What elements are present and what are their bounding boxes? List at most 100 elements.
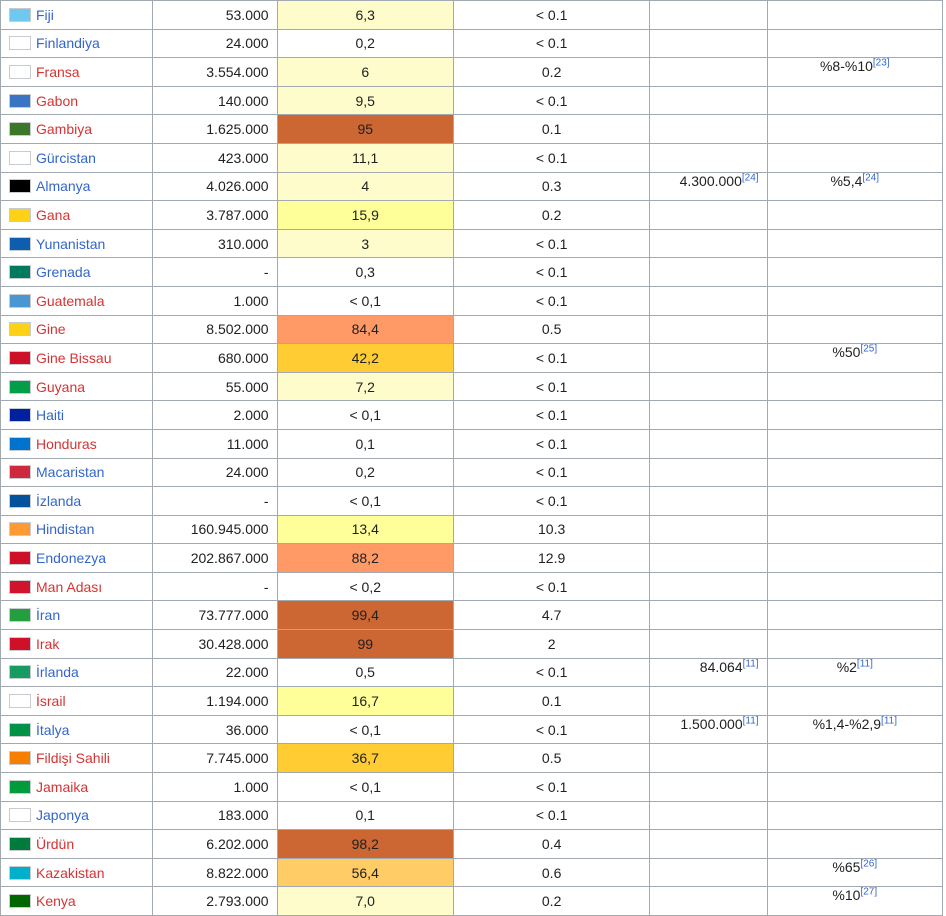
country-link[interactable]: Hindistan <box>36 521 95 538</box>
table-row: Gambiya 1.625.000 95 0.1 <box>0 114 944 144</box>
estimate-cell <box>649 629 768 659</box>
table-row: Gine Bissau 680.000 42,2 < 0.1 %50[25] <box>0 343 944 373</box>
world-share-cell: < 0.1 <box>452 714 651 745</box>
reference-link[interactable]: [25] <box>860 343 878 355</box>
country-link[interactable]: Macaristan <box>36 464 105 481</box>
country-link[interactable]: İsrail <box>36 693 66 710</box>
world-share-cell: < 0.1 <box>452 257 651 287</box>
world-share-cell: 0.6 <box>452 857 651 888</box>
country-link[interactable]: Almanya <box>36 178 91 195</box>
country-link[interactable]: Fransa <box>36 63 80 80</box>
estimate-percent-cell <box>766 571 944 602</box>
flag-icon <box>9 894 31 909</box>
country-link[interactable]: İrlanda <box>36 664 79 681</box>
estimate-percent-cell <box>766 400 944 430</box>
country-link[interactable]: Man Adası <box>36 578 103 595</box>
flag-icon <box>9 64 31 79</box>
reference-link[interactable]: [11] <box>742 715 759 727</box>
country-link[interactable]: Irak <box>36 635 60 652</box>
estimate-percent-cell <box>766 829 944 859</box>
estimate-cell <box>649 600 768 631</box>
country-link[interactable]: Finlandiya <box>36 35 100 52</box>
reference-link[interactable]: [23] <box>872 57 890 69</box>
reference-link[interactable]: [24] <box>741 172 759 183</box>
flag-icon <box>9 665 31 680</box>
table-row: Kenya 2.793.000 7,0 0.2 %10[27] <box>0 886 944 916</box>
reference-link[interactable]: [11] <box>856 658 873 669</box>
country-link[interactable]: Gine <box>36 321 66 338</box>
country-link[interactable]: Gambiya <box>36 121 93 138</box>
world-share-cell: < 0.1 <box>452 400 651 430</box>
country-cell: Gine <box>0 314 154 345</box>
flag-icon <box>9 236 31 251</box>
muslim-population-cell: 2.793.000 <box>152 886 278 916</box>
country-cell: İsrail <box>0 686 154 716</box>
estimate-percent-cell <box>766 800 944 831</box>
country-link[interactable]: Haiti <box>36 407 65 424</box>
reference-link[interactable]: [11] <box>881 715 897 727</box>
reference-link[interactable]: [24] <box>862 172 880 183</box>
flag-icon <box>9 865 31 880</box>
estimate-percent-cell: %65[26] <box>766 857 944 888</box>
estimate-percent-value: %65 <box>832 858 861 875</box>
country-link[interactable]: Guyana <box>36 378 86 395</box>
table-row: İtalya 36.000 < 0,1 < 0.1 1.500.000[11] %1,4-… <box>0 714 944 745</box>
reference-link[interactable]: [11] <box>742 658 759 669</box>
country-link[interactable]: Honduras <box>36 435 97 452</box>
country-link[interactable]: İzlanda <box>36 492 82 509</box>
country-cell: Fildişi Sahili <box>0 743 154 774</box>
estimate-cell <box>649 543 768 573</box>
country-link[interactable]: Fildişi Sahili <box>36 750 110 767</box>
estimate-cell <box>649 142 768 173</box>
country-link[interactable]: Jamaika <box>36 778 89 795</box>
estimate-percent-value: %1,4-%2,9 <box>812 715 882 732</box>
country-cell: Kenya <box>0 886 154 916</box>
country-link[interactable]: Ürdün <box>36 836 75 853</box>
muslim-population-cell: 11.000 <box>152 428 278 459</box>
estimate-cell <box>649 0 768 30</box>
country-link[interactable]: Kenya <box>36 893 76 910</box>
muslim-percent-cell: 0,3 <box>276 257 454 287</box>
country-link[interactable]: Fiji <box>36 6 54 23</box>
estimate-percent-cell <box>766 543 944 573</box>
muslim-population-cell: 1.000 <box>152 285 278 316</box>
world-share-cell: < 0.1 <box>452 428 651 459</box>
flag-icon <box>9 808 31 823</box>
estimate-cell <box>649 114 768 144</box>
estimate-percent-cell <box>766 428 944 459</box>
muslim-population-cell: 160.945.000 <box>152 514 278 545</box>
flag-icon <box>9 350 31 365</box>
muslim-population-cell: 55.000 <box>152 371 278 402</box>
country-link[interactable]: İran <box>36 607 61 624</box>
estimate-cell <box>649 428 768 459</box>
reference-link[interactable]: [26] <box>860 858 878 870</box>
table-row: Almanya 4.026.000 4 0.3 4.300.000[24] %5,4[24… <box>0 171 944 202</box>
flag-icon <box>9 465 31 480</box>
flag-icon <box>9 265 31 280</box>
estimate-percent-cell <box>766 0 944 30</box>
muslim-population-cell: 24.000 <box>152 28 278 59</box>
country-link[interactable]: İtalya <box>36 721 70 738</box>
country-link[interactable]: Gabon <box>36 92 79 109</box>
world-share-cell: < 0.1 <box>452 142 651 173</box>
estimate-cell <box>649 85 768 116</box>
estimate-percent-cell <box>766 457 944 488</box>
country-link[interactable]: Endonezya <box>36 550 107 567</box>
country-link[interactable]: Grenada <box>36 264 91 281</box>
country-link[interactable]: Kazakistan <box>36 864 105 881</box>
muslim-population-cell: 6.202.000 <box>152 829 278 859</box>
country-link[interactable]: Gine Bissau <box>36 349 112 366</box>
country-link[interactable]: Japonya <box>36 807 89 824</box>
reference-link[interactable]: [27] <box>860 886 878 898</box>
country-cell: Fransa <box>0 57 154 87</box>
estimate-cell <box>649 457 768 488</box>
country-link[interactable]: Gana <box>36 206 71 223</box>
country-link[interactable]: Yunanistan <box>36 235 106 252</box>
muslim-percent-cell: 3 <box>276 228 454 259</box>
table-row: Gine 8.502.000 84,4 0.5 <box>0 314 944 345</box>
estimate-percent-cell <box>766 114 944 144</box>
muslim-population-cell: 8.502.000 <box>152 314 278 345</box>
country-link[interactable]: Gürcistan <box>36 149 96 166</box>
country-link[interactable]: Guatemala <box>36 292 105 309</box>
muslim-percent-cell: 99 <box>276 629 454 659</box>
